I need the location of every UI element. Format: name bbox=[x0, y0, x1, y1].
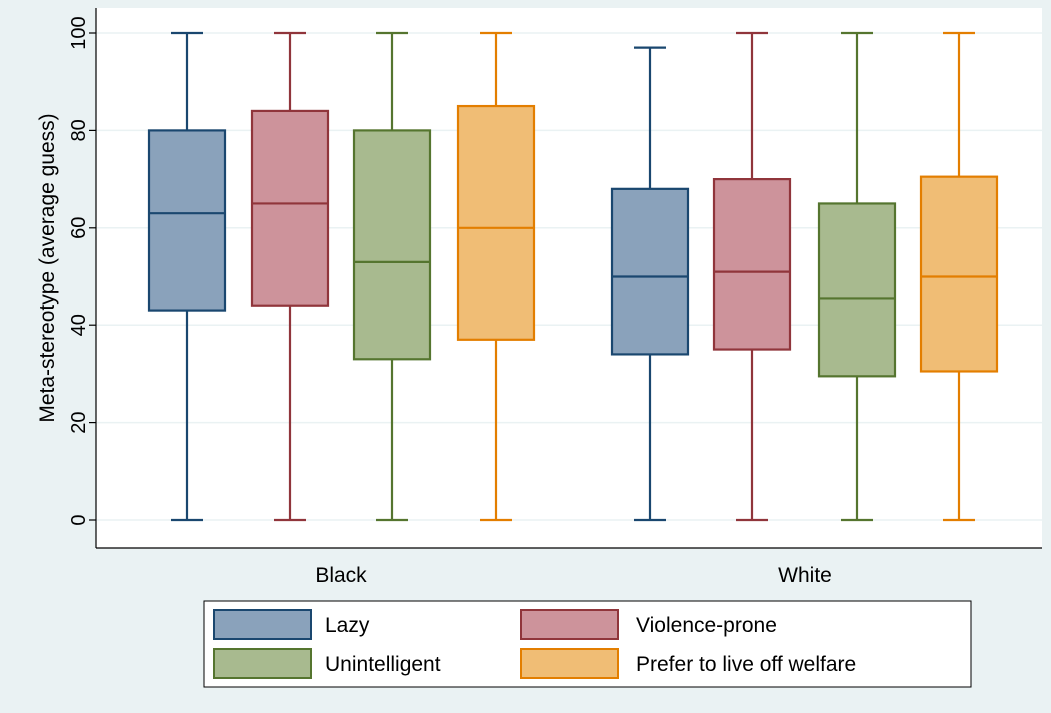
boxes-layer bbox=[147, 31, 999, 522]
y-tick-label: 80 bbox=[68, 119, 90, 141]
legend-item-prefer-to-live-off-welfare: Prefer to live off welfare bbox=[520, 648, 856, 679]
iqr-box bbox=[456, 104, 536, 341]
legend-swatch bbox=[520, 648, 619, 679]
box-1-2 bbox=[817, 31, 897, 522]
box-1-1 bbox=[712, 31, 792, 522]
legend-label: Violence-prone bbox=[636, 614, 777, 637]
box-1-0 bbox=[610, 46, 690, 522]
y-tick-label: 40 bbox=[68, 314, 90, 336]
legend: Lazy Violence-prone Unintelligent Prefer to… bbox=[203, 600, 972, 688]
box-0-3 bbox=[456, 31, 536, 522]
iqr-box bbox=[610, 187, 690, 356]
iqr-box bbox=[919, 175, 999, 373]
y-tick-label: 20 bbox=[68, 411, 90, 433]
legend-swatch bbox=[213, 648, 312, 679]
box-0-0 bbox=[147, 31, 227, 522]
legend-swatch bbox=[520, 609, 619, 640]
group-label-black: Black bbox=[315, 564, 367, 587]
x-axis-group-labels: Black White bbox=[315, 564, 832, 587]
box-1-3 bbox=[919, 31, 999, 522]
legend-label: Unintelligent bbox=[325, 653, 441, 676]
legend-item-lazy: Lazy bbox=[213, 609, 370, 640]
y-axis-label: Meta-stereotype (average guess) bbox=[36, 113, 59, 422]
box-0-1 bbox=[250, 31, 330, 522]
y-tick-label: 60 bbox=[68, 217, 90, 239]
group-label-white: White bbox=[778, 564, 832, 587]
legend-item-violence-prone: Violence-prone bbox=[520, 609, 777, 640]
iqr-box bbox=[250, 109, 330, 307]
legend-label: Prefer to live off welfare bbox=[636, 653, 856, 676]
iqr-box bbox=[817, 202, 897, 378]
plot-area bbox=[96, 8, 1042, 548]
y-tick-label: 100 bbox=[68, 16, 90, 49]
iqr-box bbox=[712, 178, 792, 351]
legend-label: Lazy bbox=[325, 614, 370, 637]
legend-item-unintelligent: Unintelligent bbox=[213, 648, 441, 679]
iqr-box bbox=[352, 129, 432, 361]
legend-swatch bbox=[213, 609, 312, 640]
iqr-box bbox=[147, 129, 227, 312]
y-axis-ticks: 0 20 40 60 80 100 bbox=[68, 16, 96, 526]
y-tick-label: 0 bbox=[68, 514, 90, 525]
box-0-2 bbox=[352, 31, 432, 522]
